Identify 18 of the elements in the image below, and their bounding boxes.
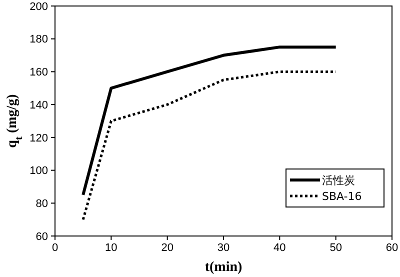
x-tick-label: 20 [161,242,174,254]
y-tick-label: 100 [30,165,48,178]
y-tick-label: 80 [36,198,48,210]
x-tick-label: 30 [217,242,230,254]
y-tick-label: 140 [30,99,48,112]
x-tick-label: 50 [330,242,342,254]
legend-label: 活性炭 [322,174,355,187]
y-tick-label: 180 [30,34,48,46]
x-tick-label: 40 [274,242,286,254]
y-tick-label: 60 [36,230,48,243]
x-tick-label: 60 [386,242,398,254]
legend-label: SBA-16 [322,190,362,203]
y-tick-label: 200 [30,0,48,13]
y-tick-label: 160 [30,66,48,79]
y-tick-label: 120 [30,132,48,144]
x-axis-title: t(min) [204,260,242,275]
x-tick-label: 0 [52,242,58,254]
x-tick-label: 10 [105,242,118,254]
